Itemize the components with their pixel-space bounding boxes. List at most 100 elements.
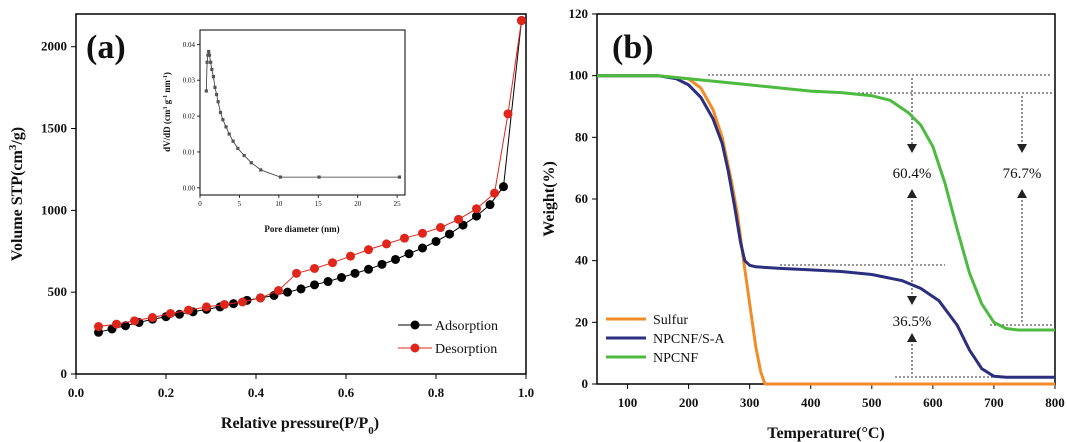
panel-a-plot-frame: [75, 13, 527, 375]
arrowhead-36-5-up: [907, 333, 917, 342]
panel-a-point-desorption: [130, 316, 139, 326]
panel-a-point-adsorption: [472, 211, 481, 221]
inset-point: [207, 49, 211, 54]
annotation-76-7: 76.7%: [1003, 166, 1042, 182]
panel-a-point-adsorption: [121, 321, 130, 331]
panel-a-point-desorption: [346, 251, 355, 261]
arrowhead-76-7-up: [1017, 189, 1027, 198]
inset-y-tick-label: 0.03: [183, 77, 196, 85]
inset-point: [210, 67, 214, 72]
panel-a-point-adsorption: [499, 182, 508, 192]
panel-a-point-desorption: [503, 109, 513, 119]
inset-point: [231, 139, 235, 143]
panel-a-point-adsorption: [364, 264, 373, 274]
panel-a-point-adsorption: [310, 280, 319, 290]
panel-b-y-axis: 0 20 40 60 80 100 120: [569, 6, 597, 391]
panel-b-y-tick-label: 20: [575, 314, 588, 329]
panel-b-y-tick-label: 80: [575, 129, 588, 144]
annotation-60-4: 60.4%: [893, 166, 932, 182]
legend-npcnf-s-a-label: NPCNF/S-A: [653, 332, 725, 347]
inset-point: [259, 168, 263, 172]
panel-a-x-tick-label: 0.6: [338, 385, 355, 400]
panel-a-point-desorption: [436, 223, 445, 233]
inset-x-axis: 0 5 10 15 20 25: [198, 195, 401, 208]
inset-point: [218, 110, 223, 115]
panel-a-point-desorption: [364, 245, 373, 255]
inset-y-tick-label: 0.00: [183, 184, 196, 192]
inset-x-tick-label: 10: [275, 200, 283, 208]
panel-a-point-desorption: [166, 308, 175, 318]
panel-b-series-group: [597, 74, 1055, 386]
panel-a-point-desorption: [292, 268, 301, 278]
panel-a-point-desorption: [382, 239, 391, 249]
panel-a-point-desorption: [94, 322, 103, 332]
panel-a-y-tick-label: 1000: [41, 202, 67, 217]
panel-a-point-desorption: [220, 299, 229, 309]
annotation-36-5: 36.5%: [893, 314, 932, 330]
panel-a-point-adsorption: [418, 243, 427, 253]
inset-point: [209, 60, 213, 64]
panel-a-point-desorption: [274, 286, 283, 296]
legend-sulfur-label: Sulfur: [653, 313, 688, 328]
panel-b-y-tick-label: 120: [569, 6, 589, 21]
panel-a-point-desorption: [202, 302, 211, 312]
panel-a-y-axis-title: Volume STP(cm3/g): [7, 127, 26, 261]
panel-a-y-axis: 0 500 1000 1500 2000: [41, 39, 76, 381]
panel-b-chart: (b) 100 200 300 400 500 600 700 800 0 20 40 60 80 10…: [541, 6, 1065, 442]
inset-y-axis-title: dV/dD (cm3 g-1 nm-1): [162, 72, 172, 152]
panel-a-point-adsorption: [445, 229, 454, 239]
panel-b-y-tick-label: 100: [569, 68, 589, 83]
panel-a-point-desorption: [454, 214, 463, 224]
panel-b-y-tick-label: 60: [575, 191, 588, 206]
inset-point: [397, 175, 402, 179]
panel-a-point-desorption: [517, 16, 526, 26]
panel-a-point-desorption: [112, 319, 121, 329]
panel-b-y-tick-label: 40: [575, 253, 588, 268]
panel-b-label: (b): [612, 29, 654, 66]
inset-point: [204, 89, 208, 93]
inset-x-tick-label: 25: [394, 200, 402, 208]
inset-background: [198, 28, 406, 212]
inset-point: [221, 118, 225, 122]
inset-point: [224, 125, 228, 129]
panel-a-point-desorption: [238, 297, 247, 307]
panel-a-point-adsorption: [431, 236, 441, 246]
inset-y-tick-label: 0.04: [183, 41, 196, 49]
panel-a-y-tick-label: 500: [48, 284, 68, 299]
panel-a-x-tick-label: 0.4: [248, 385, 265, 400]
panel-b-series-line-npcnf: [597, 74, 1055, 332]
panel-a-x-axis-title: Relative pressure(P/P0): [221, 415, 379, 437]
legend-npcnf-label: NPCNF: [653, 351, 698, 366]
inset-y-tick-label: 0.01: [183, 148, 196, 156]
panel-b-x-tick-label: 400: [801, 395, 821, 410]
inset-x-tick-label: 20: [354, 200, 362, 208]
panel-a-point-desorption: [472, 204, 481, 214]
panel-a-point-desorption: [256, 293, 265, 303]
inset-point: [205, 60, 209, 64]
panel-b-y-axis-title: Weight(%): [541, 161, 558, 237]
inset-x-tick-label: 5: [238, 200, 242, 208]
inset-point: [227, 132, 231, 136]
panel-b-series-line-npcnf-s-a: [597, 74, 1055, 379]
panel-b-x-axis-title: Temperature(°C): [767, 425, 884, 442]
panel-a-point-adsorption: [323, 277, 333, 287]
inset-point: [317, 175, 321, 179]
panel-b-y-tick-label: 0: [582, 376, 589, 391]
legend-desorption-label: Desorption: [435, 342, 497, 357]
panel-a-y-tick-label: 2000: [41, 39, 67, 54]
inset-point: [236, 146, 240, 150]
panel-b-plot-frame: [596, 13, 1056, 385]
panel-a-x-tick-label: 0.0: [68, 385, 84, 400]
arrowhead-60-4-up: [907, 189, 917, 198]
panel-b-x-tick-label: 700: [984, 395, 1004, 410]
panel-b-guide-lines: [708, 74, 1052, 378]
inset-x-axis-title: Pore diameter (nm): [264, 224, 339, 234]
panel-a-y-tick-label: 1500: [41, 121, 67, 136]
panel-a-point-adsorption: [391, 254, 400, 264]
panel-b-x-tick-label: 800: [1045, 395, 1065, 410]
panel-b-legend: Sulfur NPCNF/S-A NPCNF: [606, 313, 725, 366]
panel-a-point-adsorption: [296, 284, 306, 294]
inset-point: [242, 153, 246, 158]
panel-b-x-tick-label: 500: [862, 395, 882, 410]
panel-a-x-tick-label: 1.0: [518, 385, 534, 400]
